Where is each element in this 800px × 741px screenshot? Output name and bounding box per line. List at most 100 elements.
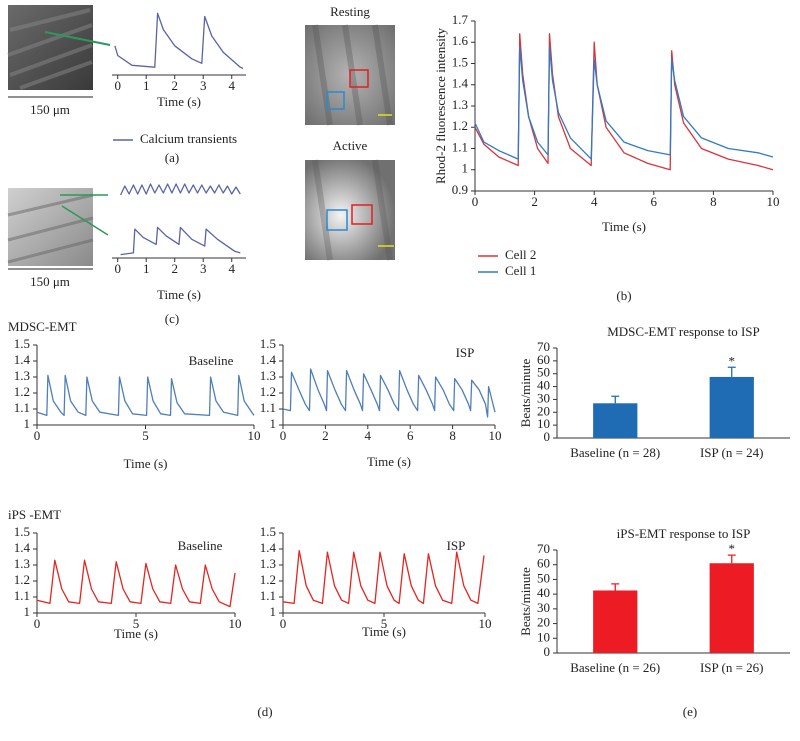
bar	[709, 563, 754, 653]
y-tick-label: 1.4	[14, 352, 31, 367]
y-tick-label: 50	[537, 570, 550, 585]
scale-label: 150 μm	[30, 274, 70, 289]
annotation: ISP	[456, 345, 475, 360]
x-axis-label: Time (s)	[124, 456, 168, 471]
x-tick-label: 4	[365, 428, 372, 443]
legend-label: Calcium transients	[140, 131, 237, 146]
annotation: Baseline	[189, 353, 234, 368]
x-tick-label: 6	[651, 194, 658, 209]
x-tick-label: 4	[228, 78, 235, 93]
trace	[120, 183, 241, 196]
x-tick-label: 0	[34, 428, 41, 443]
trace	[36, 559, 236, 608]
x-tick-label: 10	[229, 616, 242, 631]
x-tick-label: 4	[228, 261, 235, 276]
x-tick-label: 2	[171, 78, 178, 93]
x-tick-label: 2	[322, 428, 329, 443]
y-tick-label: 1.4	[452, 76, 469, 91]
y-tick-label: 30	[537, 600, 550, 615]
y-tick-label: 20	[537, 615, 550, 630]
y-axis-label: Rhod-2 fluorescence intensity	[433, 28, 448, 184]
error-bar	[611, 395, 620, 404]
x-tick-label: 2	[171, 261, 178, 276]
x-tick-label: Baseline (n = 28)	[570, 445, 660, 460]
significance: *	[729, 541, 736, 556]
panel-label: (a)	[165, 150, 179, 165]
bar	[593, 590, 638, 653]
image-label: Active	[333, 138, 368, 153]
y-tick-label: 1.4	[260, 540, 277, 555]
panel-label: (e)	[683, 704, 697, 719]
chart-title: MDSC-EMT response to ISP	[607, 324, 760, 339]
x-tick-label: 5	[381, 616, 388, 631]
micrograph-c	[7, 188, 109, 270]
y-tick-label: 70	[537, 339, 550, 354]
y-tick-label: 1.1	[260, 588, 276, 603]
legend-label: Cell 1	[505, 263, 536, 278]
y-tick-label: 1.3	[14, 556, 30, 571]
legend-label: Cell 2	[505, 247, 536, 262]
x-axis-label: Time (s)	[157, 287, 201, 302]
y-tick-label: 1.2	[14, 572, 30, 587]
y-tick-label: 1.4	[14, 540, 31, 555]
y-tick-label: 1.1	[452, 139, 468, 154]
x-tick-label: 4	[591, 194, 598, 209]
trace	[36, 374, 255, 417]
trace	[282, 549, 485, 605]
image-label: Resting	[330, 4, 370, 19]
y-tick-label: 1	[270, 604, 277, 619]
x-axis-label: Time (s)	[602, 219, 646, 234]
error-bar	[727, 554, 736, 564]
y-tick-label: 1.5	[260, 524, 276, 539]
x-tick-label: 3	[200, 261, 207, 276]
y-tick-label: 20	[537, 403, 550, 418]
y-tick-label: 1.5	[14, 524, 30, 539]
y-tick-label: 1.2	[14, 384, 30, 399]
x-tick-label: 0	[280, 428, 287, 443]
y-tick-label: 30	[537, 390, 550, 405]
y-tick-label: 1.5	[14, 336, 30, 351]
x-tick-label: ISP (n = 24)	[700, 445, 764, 460]
y-tick-label: 1.3	[260, 368, 276, 383]
panel-label: (b)	[616, 288, 631, 303]
micrograph-active	[305, 159, 395, 261]
y-tick-label: 60	[537, 352, 550, 367]
x-axis-label: Time (s)	[362, 624, 406, 639]
y-tick-label: 1.2	[260, 572, 276, 587]
y-tick-label: 1.7	[452, 12, 469, 27]
y-tick-label: 1	[24, 416, 31, 431]
y-tick-label: 1.3	[14, 368, 30, 383]
micrograph-resting	[305, 24, 395, 126]
y-tick-label: 40	[537, 378, 550, 393]
y-tick-label: 1.2	[260, 384, 276, 399]
y-tick-label: 1	[270, 416, 277, 431]
error-bar	[727, 366, 736, 377]
x-tick-label: 0	[34, 616, 41, 631]
annotation: Baseline	[178, 538, 223, 553]
trace	[474, 33, 774, 171]
panel-label: (c)	[165, 311, 179, 326]
y-tick-label: 70	[537, 541, 550, 556]
scale-label: 150 μm	[30, 102, 70, 117]
y-tick-label: 0	[544, 644, 551, 659]
row-label: iPS -EMT	[8, 507, 61, 522]
y-tick-label: 1.3	[452, 97, 468, 112]
trace	[114, 12, 244, 70]
x-tick-label: 10	[248, 428, 261, 443]
y-tick-label: 1	[462, 161, 469, 176]
chart-title: iPS-EMT response to ISP	[617, 526, 751, 541]
trace	[120, 226, 241, 256]
x-tick-label: 0	[114, 261, 121, 276]
significance: *	[729, 353, 736, 368]
x-tick-label: 6	[407, 428, 414, 443]
y-tick-label: 1	[24, 604, 31, 619]
panel-label: (d)	[257, 704, 272, 719]
y-tick-label: 1.4	[260, 352, 277, 367]
y-tick-label: 1.6	[452, 33, 469, 48]
x-tick-label: ISP (n = 26)	[700, 660, 764, 675]
y-tick-label: 1.1	[14, 400, 30, 415]
y-tick-label: 1.5	[452, 54, 468, 69]
row-label: MDSC-EMT	[8, 319, 77, 334]
micrograph-a	[7, 5, 111, 98]
